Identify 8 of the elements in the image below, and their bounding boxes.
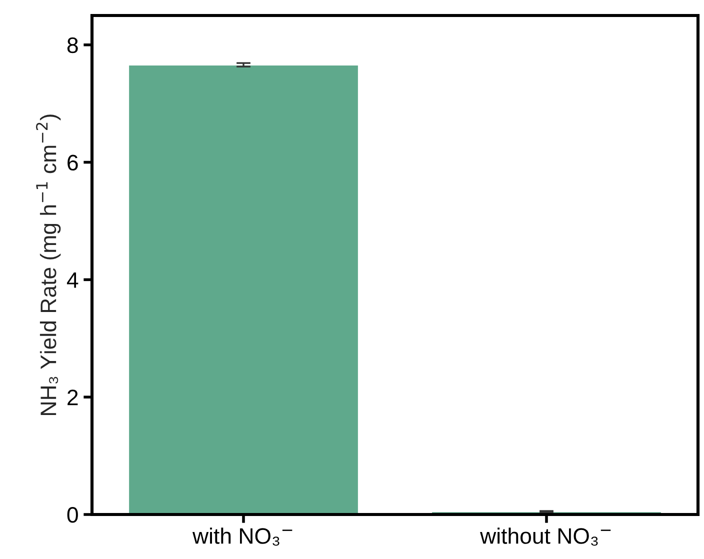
y-tick-label: 8 <box>67 37 78 54</box>
y-tick-label: 2 <box>68 390 78 406</box>
x-tick-label: without NO₃$^{−}$ <box>480 528 611 546</box>
x-tick-label: with NO₃$^{−}$ <box>192 528 292 546</box>
y-tick-label: 4 <box>66 272 78 288</box>
y-tick-label: 6 <box>68 154 78 171</box>
y-axis-title: NH₃ Yield Rate (mg h$^{−1}$ cm$^{−2}$) <box>36 114 61 415</box>
y-tick-label: 0 <box>67 507 78 523</box>
